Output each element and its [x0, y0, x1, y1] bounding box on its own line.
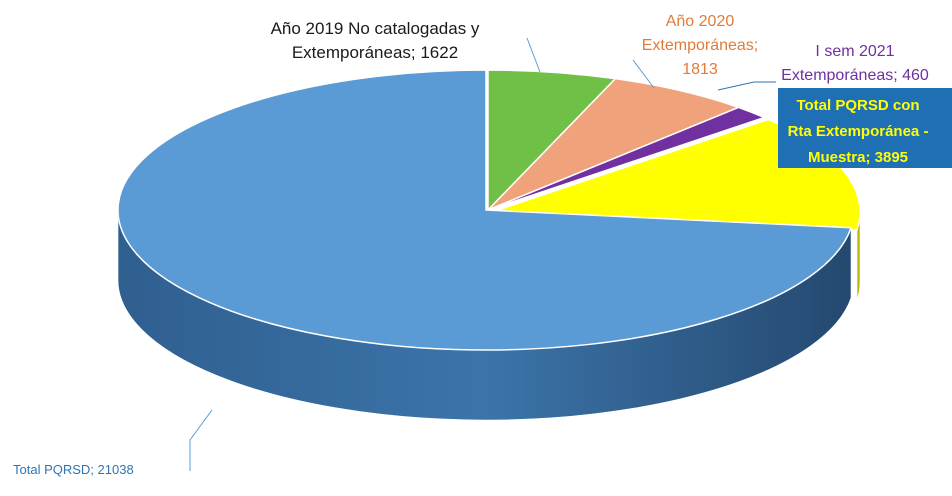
pie-slice-total-pqrsd [117, 69, 853, 351]
data-label-line: Año 2020 [666, 13, 735, 30]
data-label-line: 1813 [682, 61, 718, 78]
data-label-line: Extemporáneas; 460 [781, 67, 929, 84]
data-label-ano-2020-extemporaneas: Año 2020 Extemporáneas; 1813 [642, 13, 759, 78]
data-label-box [778, 88, 952, 168]
leader-line-ano-2020-extemporaneas [632, 59, 655, 89]
data-label-line: Año 2019 No catalogadas y [271, 19, 480, 38]
leader-line-i-sem-2021-extemporaneas [717, 81, 776, 91]
pie-slices [117, 69, 861, 351]
data-label-line: Rta Extemporánea - [788, 123, 929, 140]
pie-slice-i-sem-2021-extemporaneas [487, 106, 767, 211]
pie-slice-ano-2020-extemporaneas [487, 77, 741, 211]
data-label-i-sem-2021-extemporaneas: I sem 2021 Extemporáneas; 460 [781, 43, 929, 84]
data-label-line: Total PQRSD con [796, 97, 919, 114]
data-labels: Año 2019 No catalogadas y Extemporáneas; … [13, 13, 952, 477]
data-label-total-pqrsd: Total PQRSD; 21038 [13, 462, 134, 477]
data-label-line: Total PQRSD; 21038 [13, 462, 134, 477]
data-label-line: I sem 2021 [815, 43, 894, 60]
leader-lines [189, 37, 776, 471]
data-label-total-pqrsd-con-rta-extemporanea-muestra: Total PQRSD con Rta Extemporánea - Muestra… [778, 88, 952, 168]
leader-line-ano-2019-no-catalogadas-y-extemporaneas [526, 37, 541, 73]
data-label-line: Muestra; 3895 [808, 149, 908, 166]
data-label-line: Extemporáneas; 1622 [292, 43, 458, 62]
pie-slice-ano-2019-no-catalogadas-y-extemporaneas [487, 69, 617, 212]
leader-line-total-pqrsd [189, 409, 213, 471]
data-label-ano-2019-no-catalogadas-y-extemporaneas: Año 2019 No catalogadas y Extemporáneas; … [271, 19, 480, 62]
data-label-line: Extemporáneas; [642, 37, 759, 54]
